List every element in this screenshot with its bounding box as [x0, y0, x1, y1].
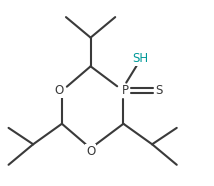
Text: O: O: [86, 145, 95, 158]
Text: O: O: [54, 84, 63, 97]
Text: P: P: [122, 84, 129, 97]
Text: SH: SH: [132, 52, 148, 65]
Text: S: S: [156, 84, 163, 97]
